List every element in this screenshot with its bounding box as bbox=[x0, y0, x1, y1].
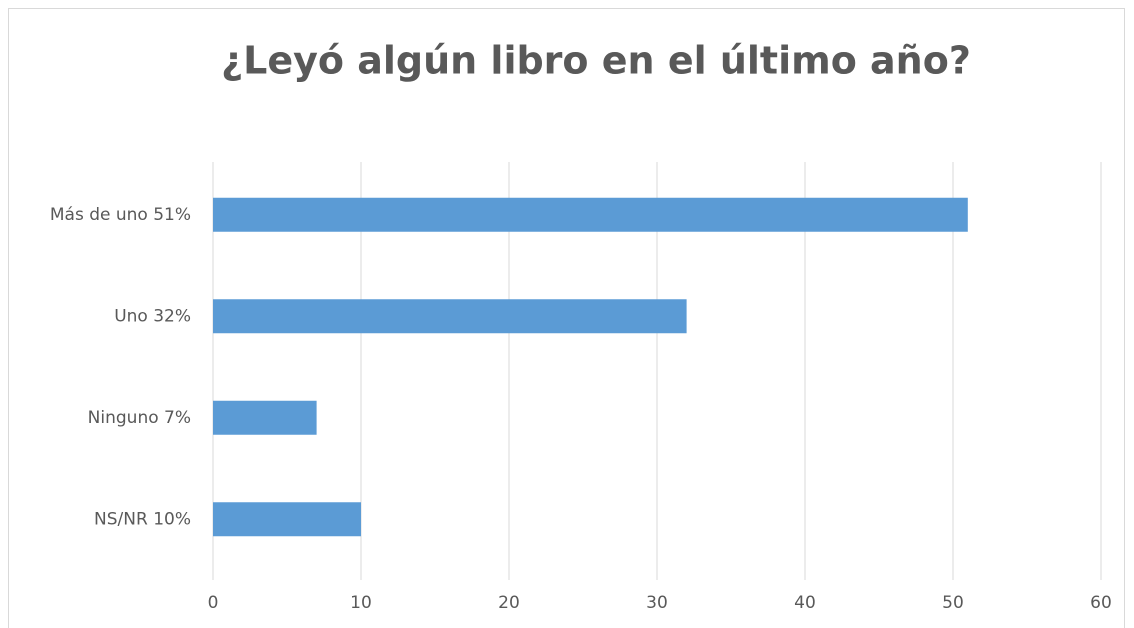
y-tick-label: NS/NR 10% bbox=[94, 509, 191, 529]
x-tick-label: 50 bbox=[942, 593, 964, 613]
x-tick-label: 30 bbox=[646, 593, 668, 613]
bar bbox=[213, 400, 317, 435]
y-tick-label: Uno 32% bbox=[114, 306, 191, 326]
x-tick-label: 10 bbox=[350, 593, 372, 613]
x-tick-label: 20 bbox=[498, 593, 520, 613]
chart-title: ¿Leyó algún libro en el último año? bbox=[221, 39, 971, 83]
bar bbox=[213, 502, 361, 537]
y-tick-label: Más de uno 51% bbox=[50, 205, 191, 225]
x-tick-label: 60 bbox=[1090, 593, 1112, 613]
y-tick-label: Ninguno 7% bbox=[88, 408, 191, 428]
x-tick-label: 40 bbox=[794, 593, 816, 613]
bar bbox=[213, 197, 968, 232]
bar bbox=[213, 299, 687, 334]
x-tick-label: 0 bbox=[208, 593, 219, 613]
